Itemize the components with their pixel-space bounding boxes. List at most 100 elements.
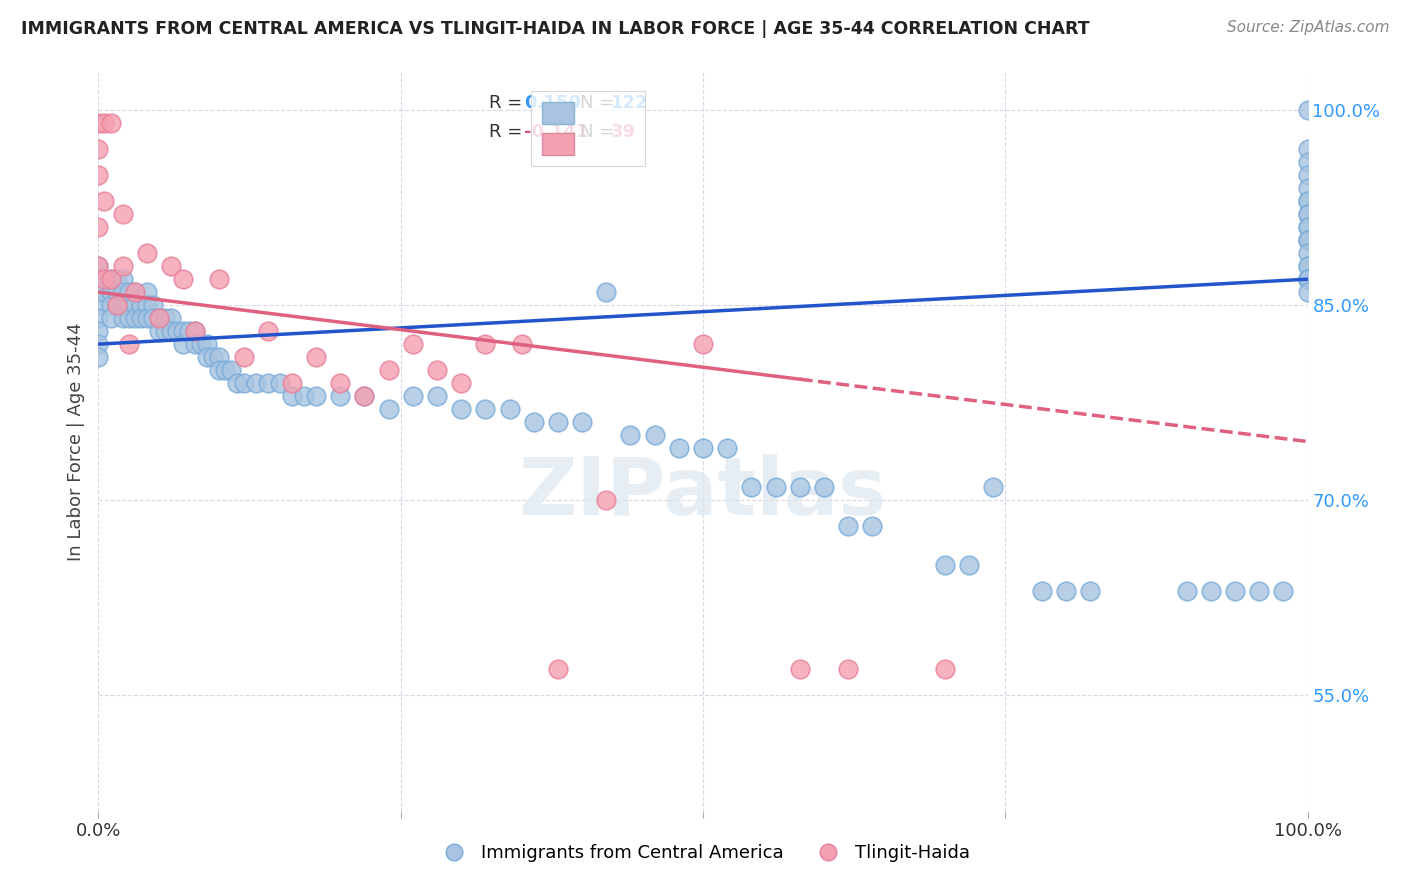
- Point: [93, 285, 115, 300]
- Point: [1296, 272, 1319, 286]
- Point: [1296, 285, 1319, 300]
- Text: Source: ZipAtlas.com: Source: ZipAtlas.com: [1226, 20, 1389, 35]
- Text: ZIPatlas: ZIPatlas: [519, 454, 887, 533]
- Point: [124, 298, 146, 312]
- Point: [195, 337, 218, 351]
- Point: [245, 376, 267, 390]
- Point: [692, 337, 714, 351]
- Point: [172, 337, 194, 351]
- Point: [1296, 181, 1319, 195]
- Point: [377, 402, 399, 417]
- Point: [129, 298, 152, 312]
- Point: [221, 363, 243, 377]
- Point: [100, 116, 122, 130]
- Point: [1296, 220, 1319, 235]
- Text: 122: 122: [612, 94, 648, 112]
- Point: [789, 662, 811, 676]
- Point: [100, 311, 122, 326]
- Point: [142, 311, 165, 326]
- Point: [160, 324, 183, 338]
- Point: [934, 662, 956, 676]
- Point: [305, 389, 328, 403]
- Point: [426, 363, 449, 377]
- Text: 39: 39: [612, 123, 636, 141]
- Y-axis label: In Labor Force | Age 35-44: In Labor Force | Age 35-44: [66, 322, 84, 561]
- Point: [172, 272, 194, 286]
- Text: 0.150: 0.150: [524, 94, 581, 112]
- Point: [668, 441, 690, 455]
- Point: [232, 376, 254, 390]
- Point: [269, 376, 291, 390]
- Point: [377, 363, 399, 377]
- Point: [93, 116, 115, 130]
- Point: [450, 402, 472, 417]
- Text: R =: R =: [489, 94, 529, 112]
- Point: [172, 324, 194, 338]
- Point: [87, 324, 110, 338]
- Point: [105, 285, 128, 300]
- Point: [111, 285, 134, 300]
- Point: [547, 662, 569, 676]
- Point: [87, 311, 110, 326]
- Point: [692, 441, 714, 455]
- Point: [118, 311, 141, 326]
- Point: [135, 311, 157, 326]
- Point: [135, 298, 157, 312]
- Point: [87, 272, 110, 286]
- Point: [184, 337, 207, 351]
- Text: R =: R =: [489, 123, 529, 141]
- Point: [87, 116, 110, 130]
- Point: [860, 519, 883, 533]
- Text: N =: N =: [579, 94, 620, 112]
- Point: [148, 324, 170, 338]
- Point: [1031, 583, 1053, 598]
- Point: [1296, 168, 1319, 182]
- Point: [148, 311, 170, 326]
- Point: [716, 441, 738, 455]
- Point: [789, 480, 811, 494]
- Point: [87, 298, 110, 312]
- Point: [837, 662, 859, 676]
- Point: [1296, 259, 1319, 273]
- Point: [179, 324, 201, 338]
- Point: [523, 415, 546, 429]
- Point: [87, 259, 110, 273]
- Point: [160, 259, 183, 273]
- Point: [1296, 155, 1319, 169]
- Point: [934, 558, 956, 572]
- Point: [184, 324, 207, 338]
- Point: [153, 324, 176, 338]
- Point: [1175, 583, 1198, 598]
- Point: [118, 337, 141, 351]
- Text: IMMIGRANTS FROM CENTRAL AMERICA VS TLINGIT-HAIDA IN LABOR FORCE | AGE 35-44 CORR: IMMIGRANTS FROM CENTRAL AMERICA VS TLING…: [21, 20, 1090, 37]
- Text: -0.141: -0.141: [524, 123, 589, 141]
- Point: [1078, 583, 1101, 598]
- Point: [100, 272, 122, 286]
- Point: [118, 285, 141, 300]
- Point: [1296, 194, 1319, 209]
- Point: [281, 389, 304, 403]
- Point: [100, 272, 122, 286]
- Point: [105, 298, 128, 312]
- Legend: Immigrants from Central America, Tlingit-Haida: Immigrants from Central America, Tlingit…: [429, 838, 977, 870]
- Point: [595, 285, 617, 300]
- Point: [498, 402, 520, 417]
- Point: [474, 337, 496, 351]
- Point: [195, 350, 218, 364]
- Point: [111, 311, 134, 326]
- Point: [1296, 259, 1319, 273]
- Point: [1296, 233, 1319, 247]
- Point: [87, 220, 110, 235]
- Point: [1296, 103, 1319, 118]
- Point: [1199, 583, 1222, 598]
- Point: [813, 480, 835, 494]
- Point: [111, 259, 134, 273]
- Point: [184, 324, 207, 338]
- Point: [1296, 272, 1319, 286]
- Point: [740, 480, 762, 494]
- Point: [292, 389, 315, 403]
- Point: [837, 519, 859, 533]
- Point: [160, 311, 183, 326]
- Point: [957, 558, 980, 572]
- Point: [256, 376, 278, 390]
